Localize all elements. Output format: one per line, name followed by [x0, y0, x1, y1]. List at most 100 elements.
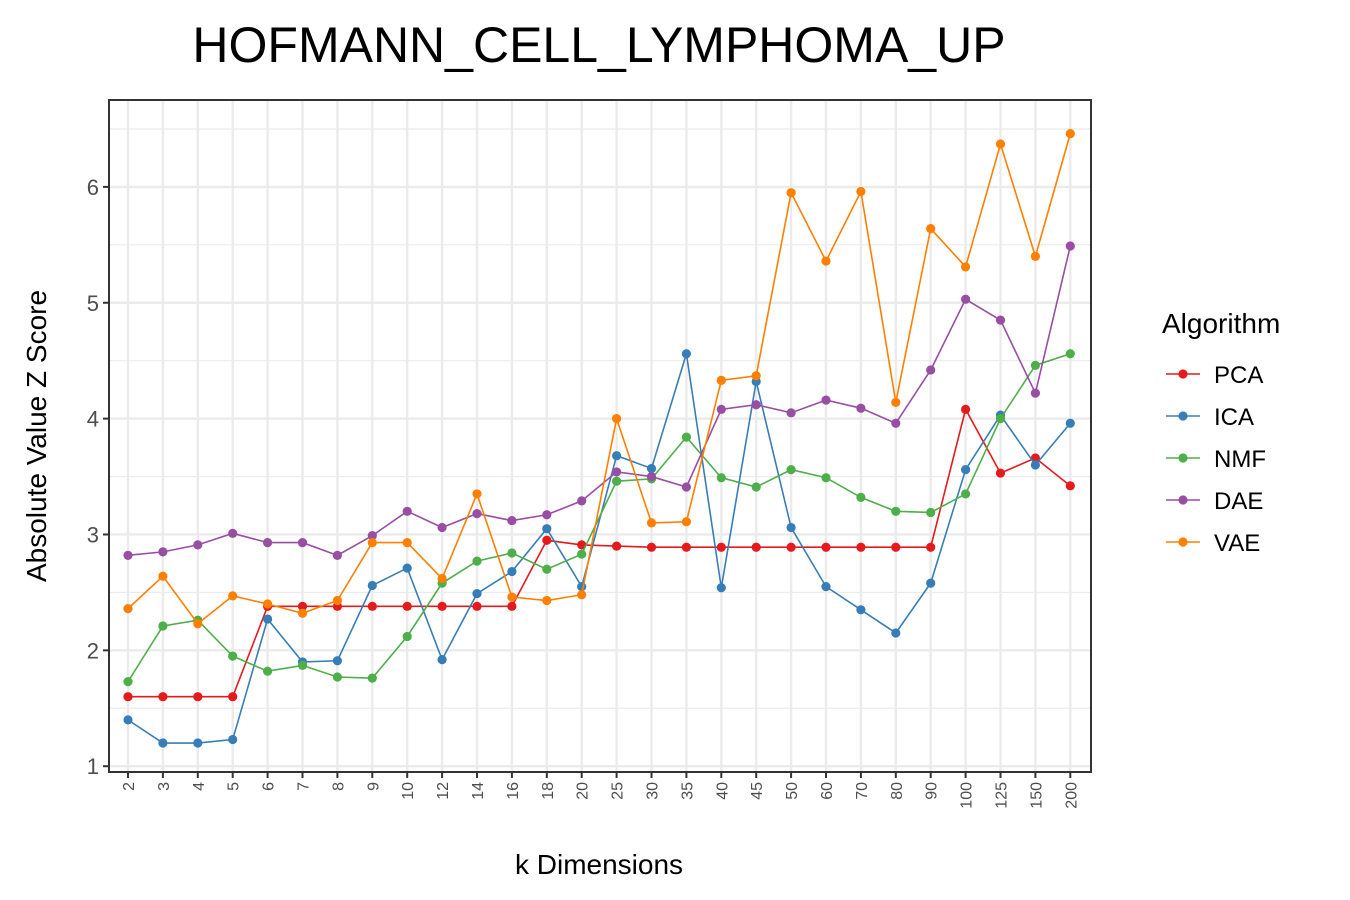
- data-point-vae: [193, 619, 203, 629]
- data-point-pca: [716, 542, 726, 552]
- data-point-vae: [681, 517, 692, 527]
- data-point-ica: [681, 349, 692, 359]
- data-point-dae: [297, 537, 308, 548]
- data-point-vae: [367, 537, 377, 548]
- x-tick-label: 4: [191, 782, 208, 791]
- data-point-nmf: [542, 564, 552, 574]
- data-point-ica: [716, 583, 726, 593]
- data-point-vae: [1065, 129, 1075, 139]
- data-point-dae: [472, 509, 482, 519]
- data-point-pca: [507, 601, 517, 611]
- data-point-vae: [123, 604, 133, 614]
- data-point-pca: [646, 542, 657, 552]
- series-line-pca: [128, 407, 1071, 698]
- data-point-dae: [402, 506, 412, 516]
- data-point-ica: [891, 628, 901, 638]
- data-point-dae: [193, 540, 203, 550]
- data-point-nmf: [228, 651, 238, 661]
- data-point-nmf: [1030, 360, 1040, 370]
- data-point-dae: [821, 395, 831, 405]
- y-axis-title: Absolute Value Z Score: [21, 290, 52, 582]
- data-point-ica: [577, 582, 587, 592]
- legend-label: VAE: [1214, 530, 1260, 557]
- grid: [109, 100, 1091, 772]
- data-point-pca: [681, 542, 692, 552]
- x-tick-label: 10: [400, 782, 417, 800]
- legend-label: PCA: [1214, 362, 1263, 389]
- data-point-nmf: [297, 660, 308, 671]
- data-point-pca: [123, 692, 133, 702]
- data-point-vae: [158, 571, 168, 581]
- legend-item-pca: PCA: [1166, 362, 1263, 389]
- data-point-dae: [751, 400, 761, 410]
- x-tick-label: 9: [365, 782, 382, 791]
- y-tick-label: 3: [87, 522, 99, 547]
- data-point-pca: [891, 542, 901, 552]
- data-point-nmf: [856, 492, 866, 503]
- data-point-vae: [612, 414, 622, 424]
- legend: Algorithm PCA ICA NMF DAE VAE: [1162, 308, 1280, 557]
- data-point-pca: [542, 535, 552, 545]
- data-point-pca: [751, 542, 761, 552]
- series-layer: [123, 129, 1075, 748]
- data-point-ica: [961, 465, 971, 475]
- series-dae: [123, 241, 1075, 560]
- data-point-nmf: [995, 414, 1006, 424]
- data-point-ica: [646, 463, 657, 474]
- x-axis: 2 3 4 5 6 7 8 9 10 12 14 16 18 20 25 30 35 40 45 50 60 70 80 90…: [121, 772, 1080, 809]
- data-point-nmf: [158, 621, 168, 631]
- series-vae: [123, 129, 1075, 629]
- data-point-pca: [297, 601, 308, 611]
- data-point-dae: [507, 515, 517, 526]
- x-tick-label: 70: [854, 782, 871, 800]
- legend-item-nmf: NMF: [1166, 446, 1266, 473]
- data-point-pca: [367, 601, 377, 611]
- x-tick-label: 14: [470, 782, 487, 800]
- data-point-ica: [1065, 418, 1075, 428]
- y-tick-label: 4: [87, 407, 99, 432]
- y-tick-label: 1: [87, 754, 99, 779]
- data-point-nmf: [716, 473, 726, 483]
- x-axis-title: k Dimensions: [515, 849, 683, 880]
- data-point-ica: [332, 656, 342, 666]
- data-point-dae: [716, 404, 726, 414]
- data-point-dae: [1065, 241, 1075, 251]
- legend-item-ica: ICA: [1166, 404, 1254, 431]
- x-tick-label: 90: [924, 782, 941, 800]
- y-tick-label: 2: [87, 638, 99, 663]
- data-point-dae: [332, 550, 342, 560]
- data-point-pca: [402, 601, 412, 611]
- legend-key-point: [1178, 453, 1188, 463]
- data-point-vae: [507, 592, 517, 602]
- data-point-vae: [961, 262, 971, 272]
- x-tick-label: 80: [889, 782, 906, 800]
- data-point-ica: [472, 588, 482, 599]
- data-point-nmf: [577, 549, 587, 559]
- data-point-nmf: [751, 482, 761, 492]
- series-line-dae: [127, 245, 1072, 557]
- x-tick-label: 50: [784, 782, 801, 800]
- legend-item-dae: DAE: [1166, 488, 1263, 515]
- data-point-nmf: [612, 476, 622, 486]
- data-point-ica: [542, 524, 552, 534]
- data-point-vae: [228, 591, 238, 601]
- data-point-dae: [995, 315, 1006, 325]
- x-tick-label: 18: [540, 782, 557, 800]
- data-point-pca: [1065, 481, 1075, 491]
- x-tick-label: 25: [610, 782, 627, 800]
- data-point-dae: [158, 547, 168, 557]
- x-tick-label: 3: [156, 782, 173, 791]
- series-pca: [123, 404, 1075, 702]
- data-point-pca: [856, 542, 866, 552]
- data-point-vae: [716, 375, 726, 385]
- data-point-dae: [681, 482, 692, 492]
- x-tick-label: 30: [645, 782, 662, 800]
- x-tick-label: 200: [1063, 782, 1080, 809]
- data-point-pca: [961, 404, 971, 414]
- legend-item-vae: VAE: [1166, 530, 1260, 557]
- x-tick-label: 5: [226, 782, 243, 791]
- series-nmf: [123, 349, 1075, 687]
- data-point-pca: [821, 542, 831, 552]
- data-point-dae: [786, 408, 796, 418]
